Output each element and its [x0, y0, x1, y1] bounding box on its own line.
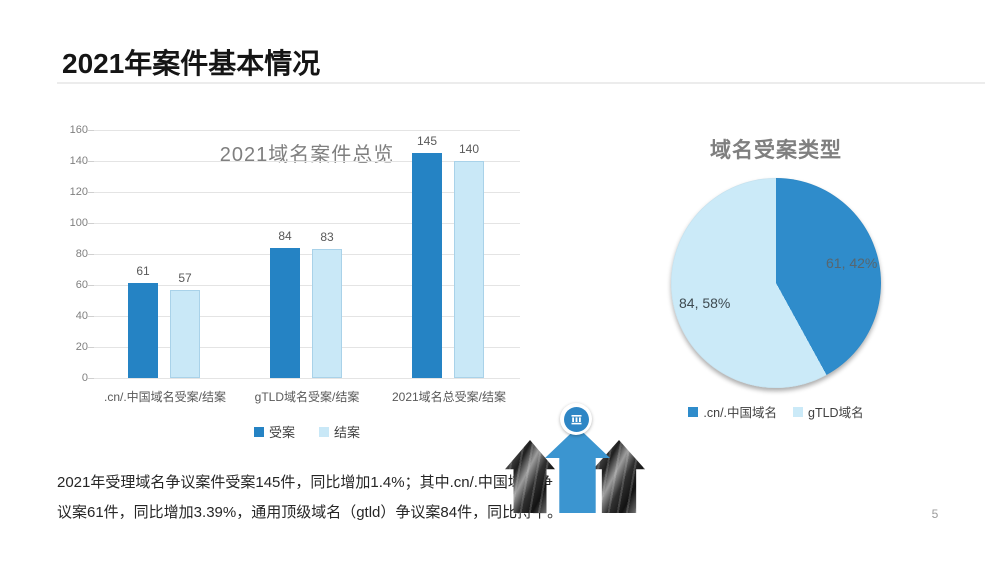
bar-value-label: 57	[178, 270, 192, 285]
bar-value-label: 84	[278, 228, 292, 243]
legend-item: .cn/.中国域名	[688, 402, 777, 421]
title-divider	[57, 82, 985, 84]
legend-label: gTLD域名	[808, 406, 864, 420]
badge-circle	[560, 403, 592, 435]
gridline	[94, 192, 520, 193]
y-axis-tick-label: 20	[75, 341, 88, 353]
page-number: 5	[931, 507, 939, 521]
gridline	[94, 285, 520, 286]
legend-item: gTLD域名	[793, 402, 864, 421]
gridline	[94, 161, 520, 162]
bar-value-label: 61	[136, 264, 150, 279]
legend-label: 结案	[334, 425, 361, 440]
axis-tick-mark	[88, 378, 94, 379]
bar-chart: 2021域名案件总览 160 140 120 100 80 60 40 20 0 61 57 .cn…	[60, 124, 536, 460]
axis-tick-mark	[88, 254, 94, 255]
bar-filed	[412, 153, 442, 378]
legend-item: 结案	[319, 422, 360, 441]
legend-swatch	[253, 426, 264, 437]
axis-tick-mark	[88, 316, 94, 317]
y-axis-tick-label: 140	[69, 155, 88, 167]
pie-chart-legend: .cn/.中国域名 gTLD域名	[621, 402, 931, 421]
legend-swatch	[319, 426, 329, 437]
y-axis-tick-label: 120	[69, 186, 88, 198]
gridline	[94, 378, 520, 379]
y-axis-tick-label: 40	[75, 310, 88, 322]
pie-slice-label-gtld: 84, 58%	[679, 295, 731, 311]
bar-filed	[270, 247, 300, 378]
y-axis-tick-label: 0	[81, 372, 88, 384]
gridline	[94, 316, 520, 317]
bar-chart-title: 2021域名案件总览	[219, 144, 395, 166]
axis-tick-mark	[88, 285, 94, 286]
axis-tick-mark	[88, 223, 94, 224]
axis-tick-mark	[88, 130, 94, 131]
bar-value-label: 83	[320, 230, 334, 245]
gridline	[94, 254, 520, 255]
bar-value-label: 145	[416, 134, 438, 149]
x-axis-category-label: .cn/.中国域名受案/结案	[103, 390, 226, 404]
axis-tick-mark	[88, 347, 94, 348]
x-axis-category-label: gTLD域名受案/结案	[254, 390, 360, 404]
page-title: 2021年案件基本情况	[62, 48, 321, 79]
y-axis-tick-label: 60	[75, 279, 88, 291]
legend-label: .cn/.中国域名	[703, 406, 778, 420]
bar-closed	[454, 161, 484, 378]
y-axis-tick-label: 80	[75, 248, 88, 260]
axis-tick-mark	[88, 192, 94, 193]
axis-tick-mark	[88, 161, 94, 162]
x-axis-category-label: 2021域名总受案/结案	[391, 390, 507, 404]
bar-value-label: 140	[458, 142, 480, 156]
y-axis-tick-label: 100	[69, 217, 88, 229]
rising-arrows-graphic	[500, 400, 650, 520]
pie-chart: 域名受案类型 61, 42% 84, 58% .cn/.中国域名 gTLD域名	[621, 130, 931, 440]
bar-chart-plot: 61 57 .cn/.中国域名受案/结案 84 83 gTLD域名受案/结案 145 140 2…	[88, 130, 520, 404]
pie-chart-title: 域名受案类型	[710, 139, 842, 162]
summary-line-1: 2021年受理域名争议案件受案145件，同比增加1.4%；其中.cn/.中国域名…	[57, 474, 553, 491]
pie	[671, 178, 881, 388]
gridline	[94, 130, 520, 131]
legend-item: 受案	[253, 422, 295, 441]
bar-closed	[170, 289, 200, 378]
legend-swatch	[688, 406, 699, 417]
bar-chart-yaxis: 160 140 120 100 80 60 40 20 0	[60, 124, 88, 384]
summary-text: 2021年受理域名争议案件受案145件，同比增加1.4%；其中.cn/.中国域名…	[57, 468, 562, 528]
legend-swatch	[793, 406, 804, 417]
bar-closed	[312, 249, 342, 378]
y-axis-tick-label: 160	[69, 124, 88, 136]
building-icon	[563, 406, 589, 432]
bar-chart-legend: 受案 结案	[94, 422, 520, 441]
gridline	[94, 223, 520, 224]
pie-slice-label-cn: 61, 42%	[826, 255, 878, 271]
gridline	[94, 347, 520, 348]
bar-filed	[128, 283, 158, 378]
summary-line-2: 议案61件，同比增加3.39%，通用顶级域名（gtld）争议案84件，同比持平。	[57, 504, 563, 521]
legend-label: 受案	[268, 425, 295, 440]
